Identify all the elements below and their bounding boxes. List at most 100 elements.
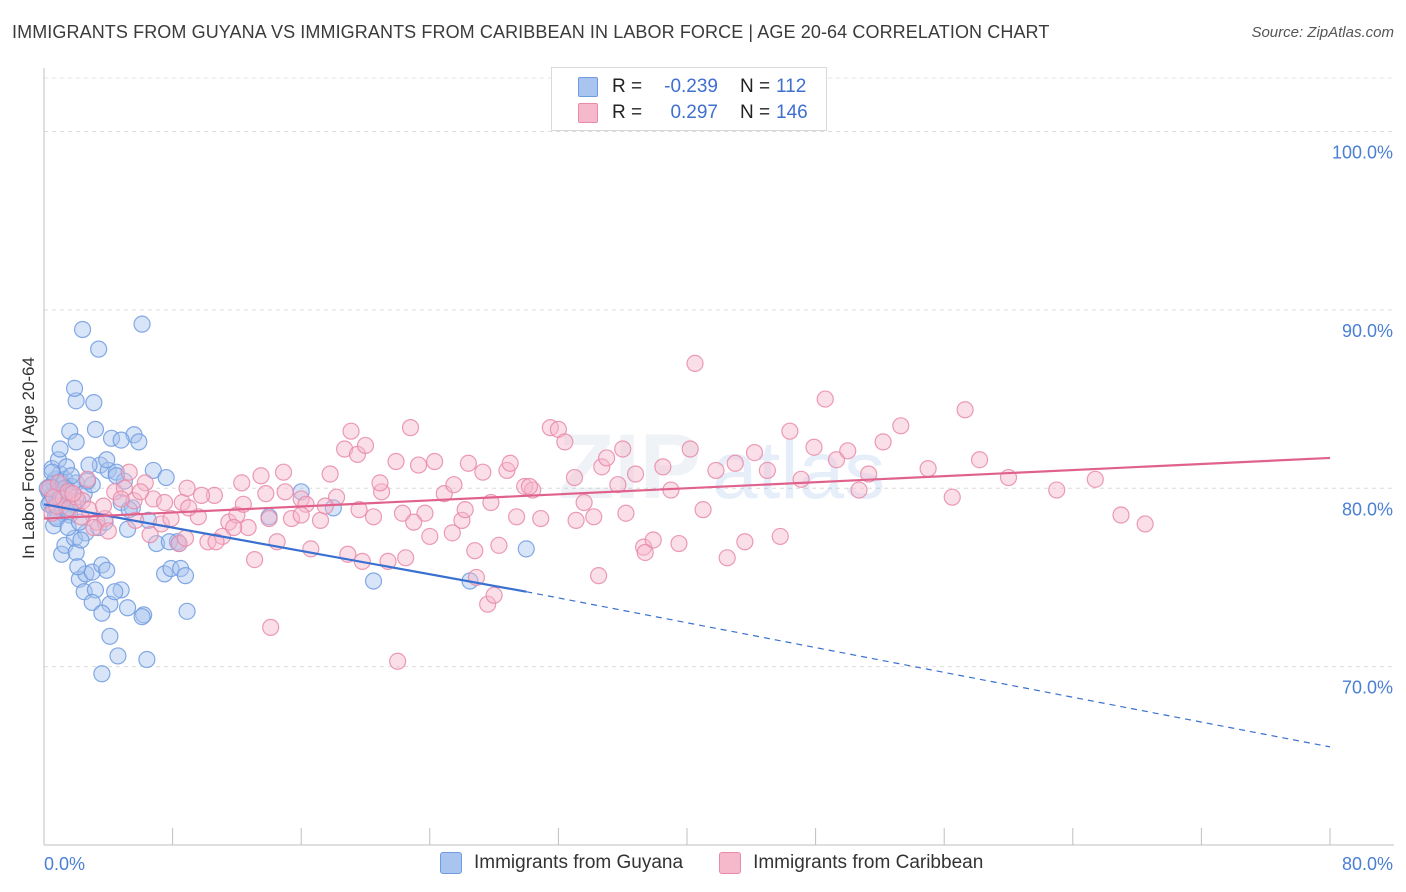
point-caribbean bbox=[364, 508, 383, 526]
legend-swatch-caribbean bbox=[578, 103, 598, 123]
point-caribbean bbox=[585, 508, 603, 526]
legend-n-value: 112 bbox=[776, 76, 807, 97]
point-caribbean bbox=[397, 549, 415, 567]
point-guyana bbox=[138, 650, 156, 669]
point-caribbean bbox=[644, 531, 662, 549]
point-guyana bbox=[130, 433, 148, 451]
point-guyana bbox=[144, 461, 162, 480]
legend-item-caribbean[interactable]: Immigrants from Caribbean bbox=[719, 852, 983, 874]
point-caribbean bbox=[336, 440, 354, 458]
chart-title: IMMIGRANTS FROM GUYANA VS IMMIGRANTS FRO… bbox=[12, 22, 1050, 42]
point-caribbean bbox=[850, 481, 868, 499]
series-legend: Immigrants from Guyana Immigrants from C… bbox=[440, 852, 1019, 874]
point-caribbean bbox=[282, 509, 301, 528]
point-caribbean bbox=[508, 508, 526, 526]
point-caribbean bbox=[445, 476, 463, 494]
point-caribbean bbox=[393, 504, 412, 522]
point-caribbean bbox=[874, 433, 892, 451]
point-caribbean bbox=[479, 595, 497, 613]
point-caribbean bbox=[115, 479, 133, 497]
legend-label-caribbean: Immigrants from Caribbean bbox=[753, 852, 984, 873]
point-caribbean bbox=[556, 433, 574, 451]
point-caribbean bbox=[292, 506, 310, 524]
point-caribbean bbox=[520, 477, 539, 496]
legend-label-guyana: Immigrants from Guyana bbox=[474, 852, 684, 873]
point-caribbean bbox=[805, 438, 823, 456]
point-guyana bbox=[80, 456, 98, 474]
point-caribbean bbox=[736, 533, 754, 551]
point-guyana bbox=[73, 320, 92, 339]
legend-n-label: N = bbox=[740, 102, 771, 123]
source-label: Source: ZipAtlas.com bbox=[1251, 24, 1394, 41]
point-caribbean bbox=[141, 526, 159, 544]
point-caribbean bbox=[311, 511, 330, 529]
point-caribbean bbox=[474, 463, 492, 481]
point-caribbean bbox=[155, 493, 174, 512]
point-caribbean bbox=[192, 486, 211, 504]
point-guyana bbox=[98, 561, 116, 579]
watermark-zip: ZIP bbox=[558, 416, 701, 518]
point-caribbean bbox=[64, 485, 82, 503]
point-guyana bbox=[133, 315, 151, 333]
point-caribbean bbox=[654, 458, 672, 476]
point-caribbean bbox=[257, 485, 275, 503]
point-caribbean bbox=[207, 533, 225, 551]
point-caribbean bbox=[636, 543, 654, 562]
point-caribbean bbox=[892, 417, 910, 435]
point-caribbean bbox=[274, 463, 293, 481]
point-caribbean bbox=[342, 422, 360, 440]
point-guyana bbox=[86, 420, 105, 438]
point-guyana bbox=[162, 559, 180, 578]
point-caribbean bbox=[262, 618, 280, 636]
point-guyana bbox=[72, 531, 90, 549]
point-caribbean bbox=[112, 490, 130, 508]
correlation-legend: R = -0.239 N = 112 R = 0.297 N = 146 bbox=[551, 67, 827, 131]
legend-r-label: R = bbox=[612, 76, 643, 97]
point-caribbean bbox=[681, 440, 699, 458]
point-caribbean bbox=[707, 461, 725, 480]
point-caribbean bbox=[1048, 481, 1066, 499]
point-caribbean bbox=[771, 527, 789, 546]
point-guyana bbox=[178, 602, 196, 620]
point-caribbean bbox=[421, 527, 439, 546]
point-caribbean bbox=[617, 504, 635, 522]
point-caribbean bbox=[125, 492, 143, 510]
point-caribbean bbox=[180, 499, 198, 517]
point-caribbean bbox=[443, 524, 461, 542]
legend-item-guyana[interactable]: Immigrants from Guyana bbox=[440, 852, 683, 874]
point-caribbean bbox=[575, 493, 593, 512]
point-caribbean bbox=[626, 465, 645, 483]
point-caribbean bbox=[225, 518, 243, 537]
trend-lines bbox=[43, 456, 1331, 748]
point-caribbean bbox=[456, 501, 474, 519]
legend-row-caribbean: R = 0.297 N = 146 bbox=[552, 100, 808, 126]
legend-r-value: 0.297 bbox=[670, 102, 718, 123]
point-caribbean bbox=[409, 456, 428, 474]
point-caribbean bbox=[106, 483, 124, 501]
point-caribbean bbox=[956, 401, 974, 419]
trend-line-caribbean bbox=[43, 456, 1331, 520]
point-caribbean bbox=[745, 443, 764, 462]
point-caribbean bbox=[321, 465, 339, 483]
point-guyana bbox=[93, 665, 111, 683]
point-caribbean bbox=[239, 518, 257, 537]
grid-lines bbox=[44, 77, 1394, 668]
point-caribbean bbox=[792, 470, 810, 488]
data-points bbox=[38, 315, 1154, 683]
legend-n-value: 146 bbox=[776, 102, 808, 123]
point-caribbean bbox=[718, 549, 736, 567]
point-guyana bbox=[112, 581, 130, 599]
point-caribbean bbox=[350, 501, 368, 519]
point-guyana bbox=[65, 529, 84, 547]
point-guyana bbox=[51, 440, 69, 458]
point-caribbean bbox=[816, 390, 834, 408]
point-guyana bbox=[83, 593, 101, 612]
point-caribbean bbox=[781, 422, 799, 440]
point-guyana bbox=[176, 567, 195, 585]
point-guyana bbox=[118, 599, 137, 617]
point-caribbean bbox=[758, 461, 776, 480]
point-guyana bbox=[43, 463, 61, 481]
point-caribbean bbox=[970, 451, 989, 469]
legend-n-label: N = bbox=[740, 76, 771, 97]
